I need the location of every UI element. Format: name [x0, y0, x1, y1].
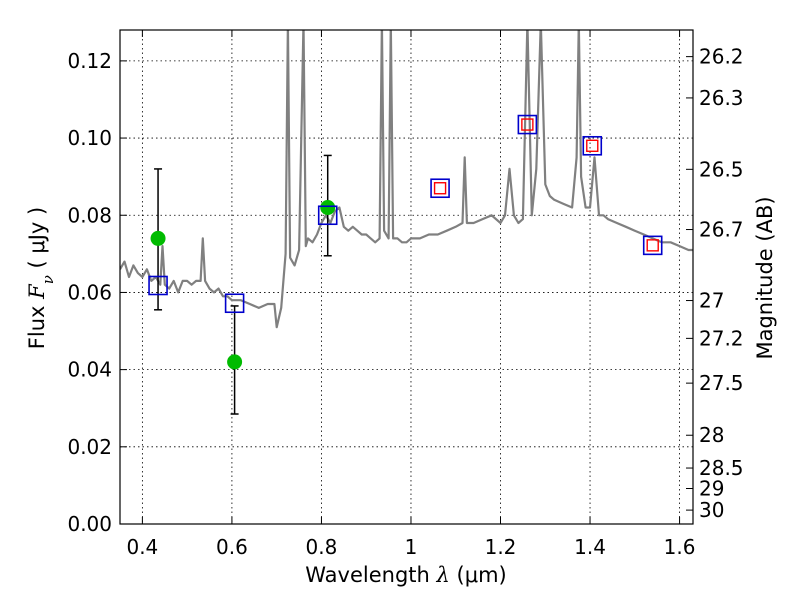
y-axis-label-unit: ( μJy ): [25, 207, 49, 269]
y2-tick-label: 26.2: [699, 45, 744, 69]
y-tick-label: 0.04: [67, 358, 112, 382]
y-tick-label: 0.12: [67, 49, 112, 73]
x-axis-label-symbol: λ: [436, 563, 450, 587]
x-tick-label: 0.4: [126, 535, 158, 559]
x-tick-label: 1.2: [485, 535, 517, 559]
x-tick-label: 0.6: [216, 535, 248, 559]
plot-frame: [119, 29, 694, 525]
y2-tick-label: 29: [699, 476, 724, 500]
x-tick-label: 1.6: [664, 535, 696, 559]
y2-tick-label: 26.5: [699, 157, 744, 181]
model-square: [224, 293, 245, 314]
x-axis-label: Wavelength λ (μm): [305, 563, 506, 587]
spectrum-layer: [120, 30, 693, 329]
y2-axis-label: Magnitude (AB): [753, 196, 777, 359]
photometry-point: [320, 200, 336, 216]
model-square: [317, 205, 338, 226]
y-axis-label: Flux Fν ( μJy ): [25, 207, 57, 349]
model-square: [642, 235, 663, 256]
x-axis-label-unit: (μm): [457, 563, 507, 587]
x-tick-label: 0.8: [306, 535, 338, 559]
x-tick-label: 1: [405, 535, 418, 559]
photometry-point: [150, 230, 166, 246]
spectrum-line: [120, 30, 693, 329]
observed-square: [586, 139, 599, 152]
y-tick-label: 0.08: [67, 203, 112, 227]
marker-layer: [148, 114, 663, 370]
y2-tick-label: 27.2: [699, 326, 744, 350]
y-axis-label-text: Flux: [25, 306, 49, 350]
y2-tick-label: 28.5: [699, 456, 744, 480]
y-tick-label: 0.10: [67, 126, 112, 150]
y2-tick-label: 26.3: [699, 86, 744, 110]
y-axis-label-subscript: ν: [39, 275, 57, 284]
ticks: 0.4 0.6 0.8 1 1.2 1.4 1.6 0.00 0.02 0.04 0.06 0.08 0…: [67, 30, 744, 559]
y2-tick-label: 30: [699, 498, 724, 522]
model-square: [148, 275, 168, 296]
observed-square: [433, 182, 447, 195]
x-tick-label: 1.4: [574, 535, 606, 559]
y-tick-label: 0.00: [67, 512, 112, 536]
x-axis-label-text: Wavelength: [305, 563, 430, 587]
y-tick-label: 0.06: [67, 280, 112, 304]
observed-square: [521, 118, 534, 131]
model-square: [430, 178, 450, 199]
photometry-point: [227, 354, 243, 370]
model-square: [582, 135, 603, 156]
y-axis-label-symbol: F: [25, 283, 49, 300]
observed-square: [646, 239, 659, 252]
y2-tick-label: 27.5: [699, 371, 744, 395]
y-tick-label: 0.02: [67, 435, 112, 459]
y2-tick-label: 28: [699, 423, 724, 447]
y2-tick-label: 26.7: [699, 218, 744, 242]
y2-tick-label: 27: [699, 289, 724, 313]
model-square: [517, 114, 538, 135]
